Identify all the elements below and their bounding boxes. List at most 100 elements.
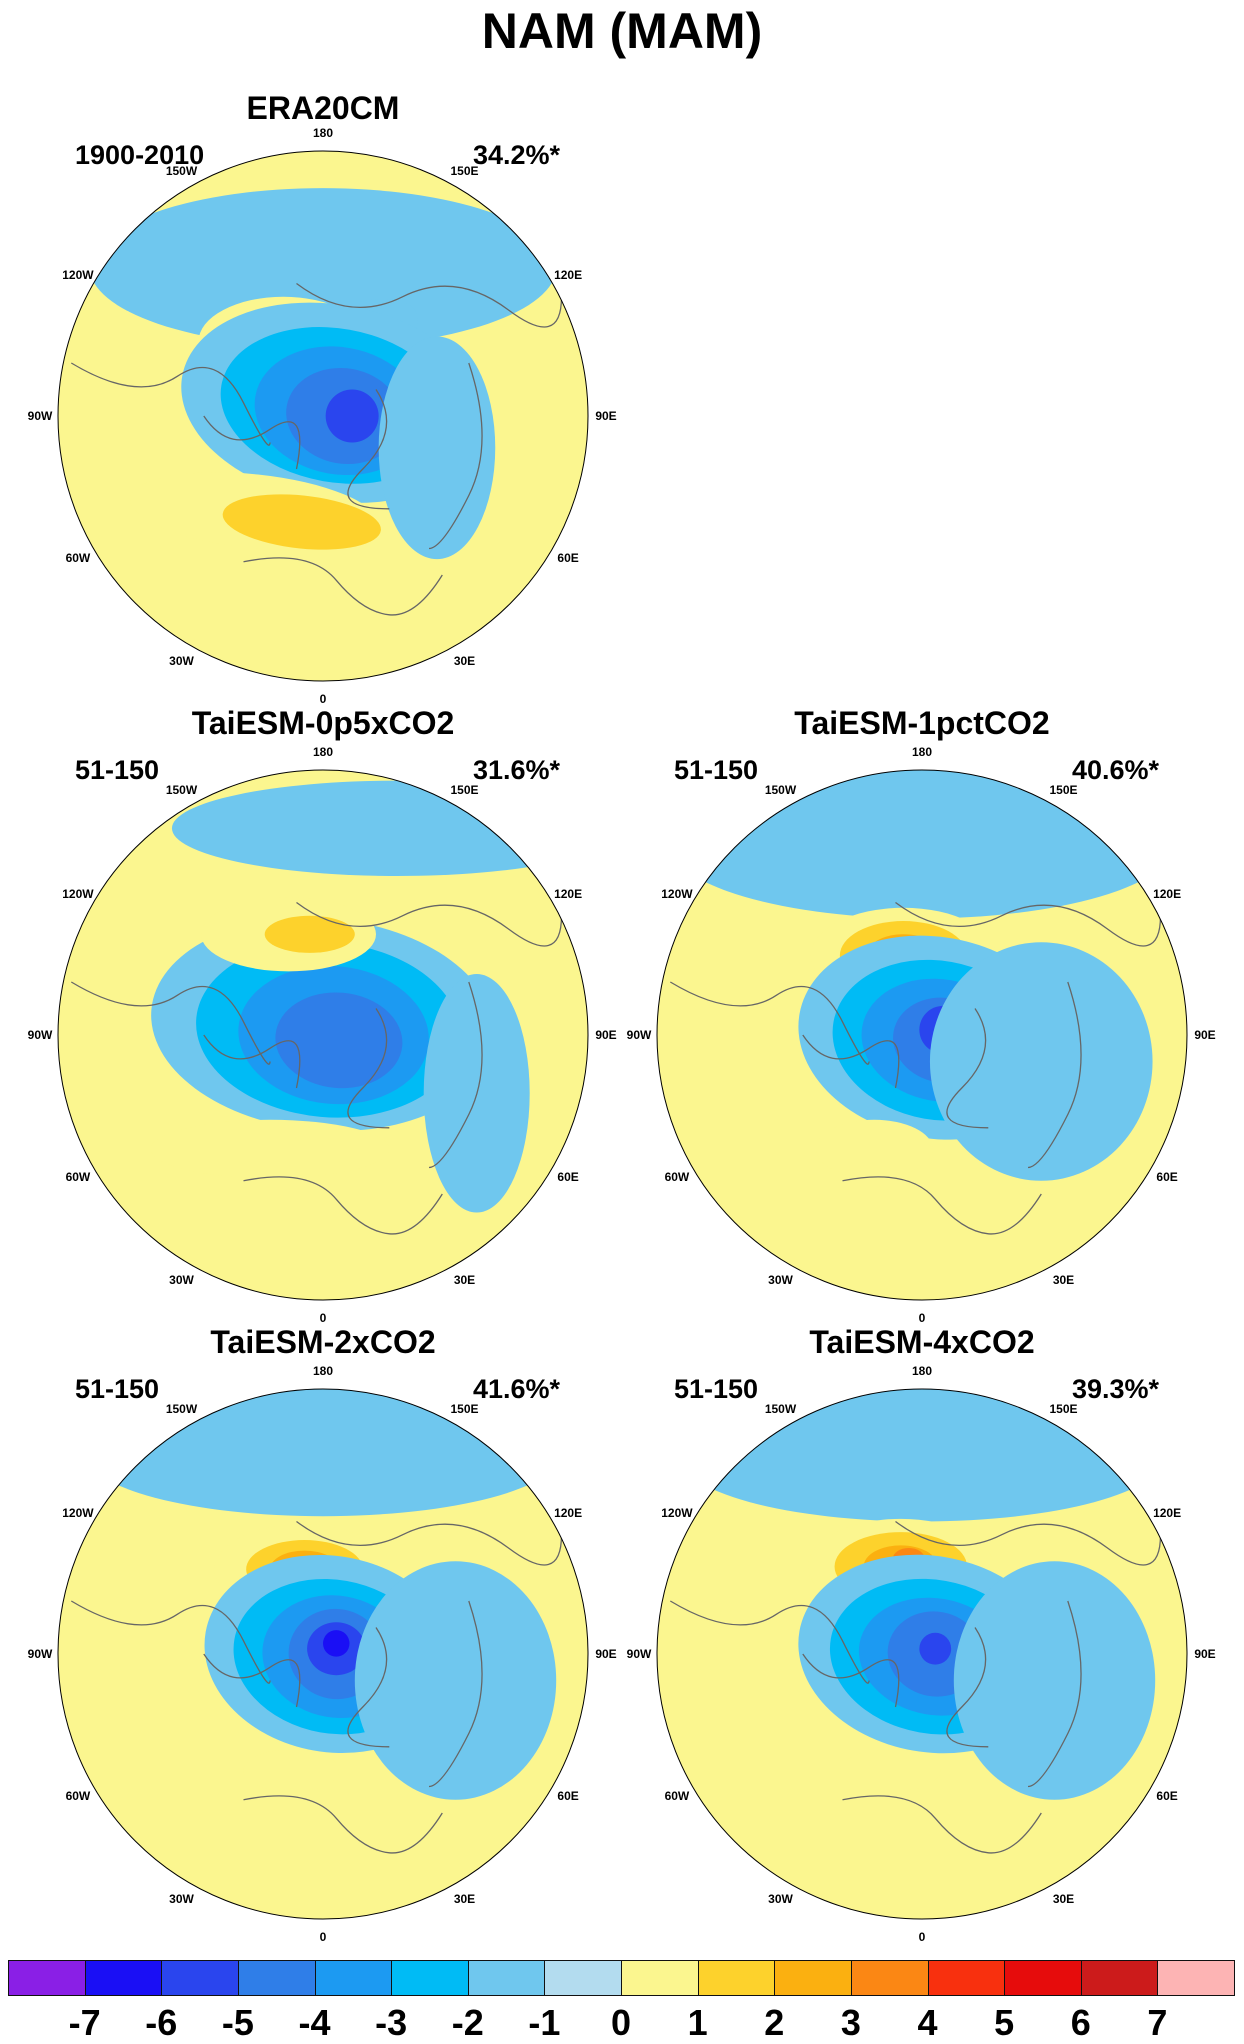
longitude-label: 60W (65, 1169, 91, 1184)
coastline (842, 1176, 1042, 1235)
coastline (428, 362, 483, 550)
colorbar-swatch (697, 1960, 776, 1996)
longitude-label: 180 (312, 745, 334, 759)
positive-anomaly-contour (816, 1119, 933, 1179)
colorbar-tick-label: 1 (687, 2002, 708, 2043)
negative-anomaly-contour (84, 1389, 562, 1517)
longitude-label: 150E (450, 163, 479, 178)
colorbar-tick-label: -3 (375, 2002, 408, 2043)
longitude-label: 60W (664, 1788, 690, 1803)
positive-anomaly-contour (264, 915, 355, 953)
positive-anomaly-contour (243, 1749, 339, 1792)
longitude-label: 120W (62, 267, 94, 282)
longitude-label: 60E (557, 550, 579, 565)
map-boundary (57, 769, 589, 1301)
positive-anomaly-contour (222, 494, 381, 550)
longitude-label: 120E (554, 267, 583, 282)
coastline (70, 1600, 271, 1684)
longitude-label: 150E (1049, 782, 1078, 797)
longitude-label: 90W (626, 1647, 652, 1661)
longitude-label: 30W (169, 1273, 194, 1288)
period-label: 51-150 (674, 1374, 759, 1404)
longitude-label: 60E (1156, 1169, 1178, 1184)
longitude-label: 120W (62, 886, 94, 901)
negative-anomaly-contour (678, 1389, 1166, 1522)
map-boundary (656, 769, 1188, 1301)
longitude-label: 90W (626, 1028, 652, 1042)
coastline (946, 1008, 989, 1129)
coastline (347, 389, 390, 510)
longitude-label: 90W (27, 1647, 53, 1661)
longitude-label: 150W (165, 163, 198, 178)
colorbar-tick-label: 4 (917, 2002, 938, 2043)
longitude-label: 150W (165, 1401, 198, 1416)
longitude-label: 150W (764, 782, 797, 797)
longitude-label: 60W (65, 550, 91, 565)
coastline (669, 1600, 870, 1684)
period-label: 1900-2010 (75, 140, 205, 170)
colorbar-swatch (8, 1960, 86, 1996)
coastline (669, 981, 870, 1065)
coastline (70, 981, 271, 1065)
figure-title: NAM (MAM) (481, 3, 763, 59)
polar-map (656, 769, 1188, 1301)
longitude-label: 60W (65, 1788, 91, 1803)
coastline (203, 1653, 301, 1708)
colorbar-swatch (314, 1960, 393, 1996)
colorbar-swatch (1080, 1960, 1159, 1996)
colorbar-tick-label: -2 (451, 2002, 484, 2043)
colorbar-tick-label: 3 (840, 2002, 861, 2043)
longitude-label: 30W (169, 654, 194, 669)
period-label: 51-150 (674, 755, 759, 785)
coastline (946, 1627, 989, 1748)
polar-map (57, 1388, 589, 1920)
panel-title: TaiESM-2xCO2 (210, 1324, 436, 1360)
longitude-label: 60E (557, 1169, 579, 1184)
period-label: 51-150 (75, 755, 160, 785)
coastline (428, 1600, 483, 1788)
negative-anomaly-contour (323, 1630, 350, 1657)
panel-title: TaiESM-0p5xCO2 (191, 705, 455, 741)
colorbar-swatch (621, 1960, 699, 1996)
map-boundary (57, 1388, 589, 1920)
longitude-label: 150E (450, 782, 479, 797)
longitude-label: 120E (554, 1505, 583, 1520)
longitude-label: 60E (557, 1788, 579, 1803)
longitude-label: 120W (62, 1505, 94, 1520)
longitude-label: 120W (661, 886, 693, 901)
colorbar-swatch (544, 1960, 622, 1996)
longitude-label: 90W (27, 409, 53, 423)
coastline (428, 981, 483, 1169)
negative-anomaly-contour (953, 1561, 1156, 1800)
explained-variance: 41.6%* (473, 1374, 561, 1404)
period-label: 51-150 (75, 1374, 160, 1404)
colorbar-swatch (161, 1960, 239, 1996)
colorbar-swatch (467, 1960, 546, 1996)
negative-anomaly-contour (919, 1632, 952, 1665)
longitude-label: 30W (768, 1892, 793, 1907)
negative-anomaly-contour (378, 336, 496, 560)
explained-variance: 31.6%* (473, 755, 561, 785)
coastline (243, 1176, 443, 1235)
longitude-label: 30E (453, 654, 476, 669)
longitude-label: 0 (918, 1930, 926, 1944)
coastline (296, 901, 563, 947)
colorbar-swatch (850, 1960, 929, 1996)
negative-anomaly-contour (929, 942, 1153, 1181)
longitude-label: 90E (595, 1028, 617, 1042)
colorbar-tick-label: -6 (145, 2002, 178, 2043)
longitude-label: 0 (319, 1311, 327, 1325)
coastline (203, 415, 301, 470)
negative-anomaly-contour (89, 188, 557, 348)
longitude-label: 150W (165, 782, 198, 797)
coastline (1027, 981, 1082, 1169)
colorbar-tick-label: 5 (994, 2002, 1015, 2043)
explained-variance: 39.3%* (1072, 1374, 1160, 1404)
longitude-label: 30E (453, 1273, 476, 1288)
colorbar-swatch (774, 1960, 852, 1996)
explained-variance: 34.2%* (473, 140, 561, 170)
negative-anomaly-contour (354, 1561, 557, 1800)
panel-title: TaiESM-1pctCO2 (794, 705, 1050, 741)
polar-map (57, 769, 589, 1301)
longitude-label: 30W (169, 1892, 194, 1907)
